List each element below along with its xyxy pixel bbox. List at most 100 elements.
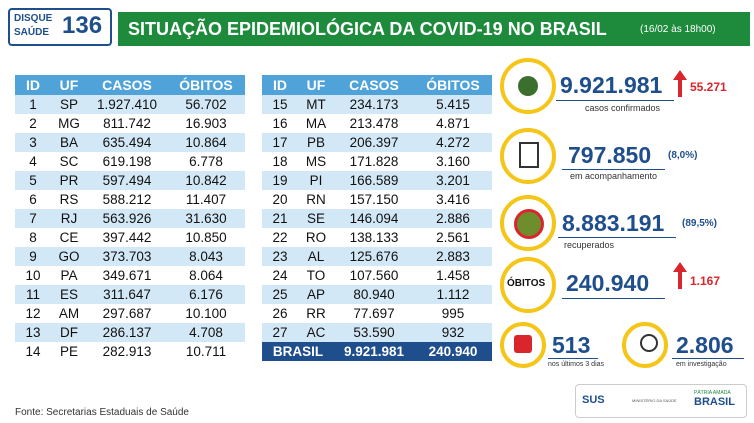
table-cell: 31.630 — [167, 209, 245, 228]
icon-deaths — [500, 257, 556, 313]
monitoring-pct: (8,0%) — [668, 150, 698, 161]
table-cell: 24 — [262, 266, 298, 285]
deaths-change: 1.167 — [690, 274, 721, 288]
table-cell: 286.137 — [87, 323, 167, 342]
table-cell: 11 — [15, 285, 51, 304]
table-cell: 16.903 — [167, 114, 245, 133]
total-cell: BRASIL — [262, 342, 334, 361]
table-cell: AL — [298, 247, 334, 266]
table-cell: 9 — [15, 247, 51, 266]
calendar — [514, 335, 532, 353]
table-cell: 282.913 — [87, 342, 167, 361]
underline — [556, 100, 674, 101]
recovered-value: 8.883.191 — [562, 210, 665, 236]
table-cell: 1.112 — [414, 285, 492, 304]
table-cell: AM — [51, 304, 87, 323]
table-cell: MS — [298, 152, 334, 171]
table-cell: 107.560 — [334, 266, 414, 285]
table-cell: 635.494 — [87, 133, 167, 152]
table-cell: 56.702 — [167, 95, 245, 114]
table-cell: 138.133 — [334, 228, 414, 247]
arrow-stem — [678, 79, 682, 97]
table-cell: 3.201 — [414, 171, 492, 190]
table-cell: 4 — [15, 152, 51, 171]
table-cell: 1.927.410 — [87, 95, 167, 114]
underline — [548, 358, 598, 359]
underline — [562, 298, 665, 299]
table-cell: 8.064 — [167, 266, 245, 285]
ministry: MINISTÉRIO DA SAÚDE — [632, 398, 677, 403]
brasil: BRASIL — [694, 396, 735, 408]
table-cell: 7 — [15, 209, 51, 228]
table-cell: 932 — [414, 323, 492, 342]
source: Fonte: Secretarias Estaduais de Saúde — [15, 407, 189, 418]
column-header: ÓBITOS — [414, 75, 492, 95]
table-cell: 3 — [15, 133, 51, 152]
table-cell: 6.778 — [167, 152, 245, 171]
icon-calendar — [500, 322, 546, 368]
table-cell: 5.415 — [414, 95, 492, 114]
table-cell: 10.100 — [167, 304, 245, 323]
table-cell: 3.416 — [414, 190, 492, 209]
arrow-up — [673, 70, 687, 80]
table-cell: 1.458 — [414, 266, 492, 285]
lens — [640, 334, 658, 352]
table-cell: 17 — [262, 133, 298, 152]
table-cell: BA — [51, 133, 87, 152]
table-cell: 206.397 — [334, 133, 414, 152]
table-cell: 77.697 — [334, 304, 414, 323]
table-cell: RR — [298, 304, 334, 323]
table-cell: 53.590 — [334, 323, 414, 342]
table-cell: SP — [51, 95, 87, 114]
recovered-pct: (89,5%) — [682, 218, 718, 229]
virus — [518, 76, 538, 96]
logo-line2: SAÚDE — [14, 27, 50, 38]
patria: PÁTRIA AMADA — [694, 390, 731, 396]
investigation-label: em investigação — [676, 361, 727, 368]
column-header: UF — [51, 75, 87, 95]
table-cell: 21 — [262, 209, 298, 228]
table-cell: 588.212 — [87, 190, 167, 209]
table-cell: DF — [51, 323, 87, 342]
table-cell: 995 — [414, 304, 492, 323]
table-cell: GO — [51, 247, 87, 266]
table-cell: 22 — [262, 228, 298, 247]
underline — [558, 237, 676, 238]
table-cell: 8.043 — [167, 247, 245, 266]
table-cell: 4.708 — [167, 323, 245, 342]
column-header: CASOS — [334, 75, 414, 95]
monitoring-label: em acompanhamento — [570, 171, 658, 181]
table-cell: 4.272 — [414, 133, 492, 152]
monitoring-value: 797.850 — [568, 142, 652, 168]
icon-search — [622, 322, 668, 368]
column-header: UF — [298, 75, 334, 95]
table-cell: CE — [51, 228, 87, 247]
title: SITUAÇÃO EPIDEMIOLÓGICA DA COVID-19 NO B… — [128, 19, 607, 39]
table-cell: 349.671 — [87, 266, 167, 285]
table-cell: 166.589 — [334, 171, 414, 190]
table-cell: 811.742 — [87, 114, 167, 133]
table-cell: 4.871 — [414, 114, 492, 133]
table-cell: 14 — [15, 342, 51, 361]
table-cell: 3.160 — [414, 152, 492, 171]
recent-label: nos últimos 3 dias — [548, 361, 605, 368]
table-cell: SC — [51, 152, 87, 171]
table-cell: TO — [298, 266, 334, 285]
table-cell: 10.850 — [167, 228, 245, 247]
column-header: CASOS — [87, 75, 167, 95]
table-cell: ES — [51, 285, 87, 304]
crossed-virus — [514, 209, 544, 239]
table-cell: AP — [298, 285, 334, 304]
table-cell: MT — [298, 95, 334, 114]
table-cell: 373.703 — [87, 247, 167, 266]
confirmed-change: 55.271 — [690, 80, 727, 94]
table-cell: 234.173 — [334, 95, 414, 114]
deaths-badge: ÓBITOS — [507, 278, 546, 289]
table-cell: 2.561 — [414, 228, 492, 247]
table-cell: 16 — [262, 114, 298, 133]
recovered-label: recuperados — [564, 240, 615, 250]
underline — [562, 169, 665, 170]
table-cell: PR — [51, 171, 87, 190]
table-cell: SE — [298, 209, 334, 228]
